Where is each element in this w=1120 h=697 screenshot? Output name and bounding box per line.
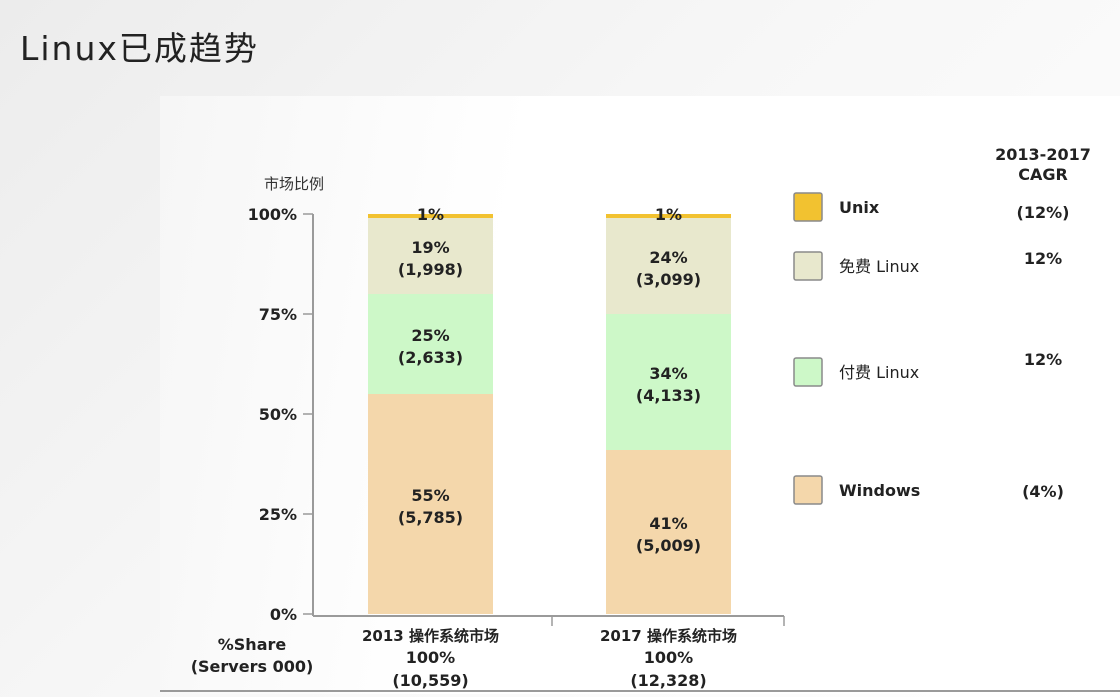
y-ticks: 0% 25% 50% 75% 100% [248, 205, 313, 624]
panel-bottom-rule [160, 690, 1120, 692]
bar-segment [606, 214, 731, 218]
y-tick-label: 25% [259, 505, 297, 524]
bar-segment [606, 218, 731, 314]
bar-segment [368, 394, 493, 614]
x-category-labels: 2013 操作系统市场 100% (10,559) 2017 操作系统市场 100% (1… [362, 616, 785, 690]
x-category-total-servers: (12,328) [630, 671, 706, 690]
cagr-value: 12% [1024, 249, 1062, 268]
y-tick-label: 100% [248, 205, 297, 224]
cagr-header-years: 2013-2017 [995, 145, 1091, 164]
y-axis-title: 市场比例 [264, 175, 324, 193]
bar-label: 34% [649, 364, 687, 383]
bar-label: 25% [411, 326, 449, 345]
bar-segment [368, 214, 493, 218]
cagr-value: (12%) [1017, 203, 1070, 222]
legend-label: Windows [839, 481, 920, 500]
bar-label: 19% [411, 238, 449, 257]
row-label-servers: (Servers 000) [191, 657, 314, 676]
x-category-total-pct: 100% [406, 648, 455, 667]
bar-servers-label: (1,998) [398, 260, 463, 279]
bar-servers-label: (4,133) [636, 386, 701, 405]
legend-label: Unix [839, 198, 880, 217]
bar-servers-label: (3,099) [636, 270, 701, 289]
cagr-header-label: CAGR [1018, 165, 1068, 184]
bars: 55% (5,785) 25% (2,633) 19% (1,998) 1% 41% (5,00… [368, 205, 731, 614]
bar-label: 1% [417, 205, 444, 224]
bar-segment [606, 450, 731, 614]
bar-segment [368, 218, 493, 294]
legend-swatch [793, 251, 823, 281]
bar-servers-label: (5,009) [636, 536, 701, 555]
legend-swatch [793, 192, 823, 222]
bar-label: 41% [649, 514, 687, 533]
bar-label: 24% [649, 248, 687, 267]
bar-segment [368, 294, 493, 394]
share-row-label: %Share (Servers 000) [191, 635, 314, 676]
cagr-value: 12% [1024, 350, 1062, 369]
legend-label: 付费 Linux [839, 363, 919, 382]
x-category-name: 2013 操作系统市场 [362, 627, 499, 645]
bar-segment [606, 314, 731, 450]
slide-title: Linux已成趋势 [20, 29, 259, 68]
legend-label: 免费 Linux [839, 257, 919, 276]
y-tick-label: 0% [270, 605, 297, 624]
bar-label: 55% [411, 486, 449, 505]
x-category-name: 2017 操作系统市场 [600, 627, 737, 645]
legend-swatch [793, 357, 823, 387]
bar-servers-label: (5,785) [398, 508, 463, 527]
x-category-total-pct: 100% [644, 648, 693, 667]
x-category-total-servers: (10,559) [392, 671, 468, 690]
y-tick-label: 50% [259, 405, 297, 424]
legend: Unix (12%) 免费 Linux 12% 付费 Linux 12% Windows (4… [793, 192, 1070, 505]
row-label-share: %Share [218, 635, 287, 654]
cagr-value: (4%) [1022, 482, 1064, 501]
bar-servers-label: (2,633) [398, 348, 463, 367]
bar-label: 1% [655, 205, 682, 224]
y-tick-label: 75% [259, 305, 297, 324]
legend-swatch [793, 475, 823, 505]
